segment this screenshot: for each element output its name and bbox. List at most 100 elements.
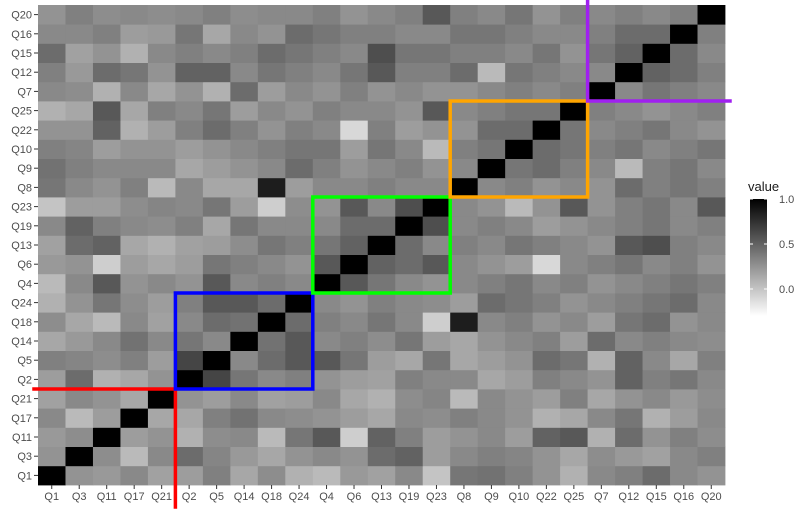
- heatmap-cell-Q11-Q19: [395, 427, 424, 447]
- heatmap-cell-Q25-Q24: [285, 101, 314, 121]
- heatmap-cell-Q13-Q23: [422, 235, 451, 255]
- heatmap-cell-Q15-Q5: [202, 43, 231, 63]
- heatmap-cell-Q10-Q24: [285, 139, 314, 159]
- heatmap-cell-Q10-Q2: [175, 139, 204, 159]
- heatmap-cell-Q23-Q9: [477, 197, 506, 217]
- heatmap-cell-Q3-Q17: [120, 446, 149, 467]
- heatmap-cell-Q23-Q3: [65, 197, 94, 217]
- heatmap-cell-Q7-Q16: [670, 81, 698, 102]
- heatmap-cell-Q9-Q20: [697, 158, 726, 179]
- heatmap-cell-Q17-Q5: [202, 408, 231, 428]
- heatmap-cell-Q6-Q23: [422, 254, 451, 275]
- heatmap-cell-Q4-Q22: [532, 273, 561, 294]
- heatmap-cell-Q20-Q18: [257, 5, 286, 25]
- heatmap-cell-Q9-Q4: [312, 158, 341, 179]
- heatmap-cell-Q14-Q14: [230, 331, 259, 351]
- heatmap-cell-Q20-Q4: [312, 5, 341, 25]
- heatmap-cell-Q24-Q10: [505, 293, 534, 313]
- heatmap-cell-Q21-Q1: [38, 389, 66, 409]
- heatmap-cell-Q14-Q9: [477, 331, 506, 351]
- heatmap-cell-Q2-Q4: [312, 369, 341, 390]
- heatmap-cell-Q15-Q6: [340, 43, 369, 63]
- heatmap-cell-Q14-Q1: [38, 331, 66, 351]
- heatmap-cell-Q24-Q15: [642, 293, 671, 313]
- heatmap-cell-Q17-Q7: [587, 408, 616, 428]
- heatmap-cell-Q17-Q1: [38, 408, 66, 428]
- heatmap-cell-Q15-Q23: [422, 43, 451, 63]
- heatmap-cell-Q15-Q17: [120, 43, 149, 63]
- heatmap-cell-Q11-Q15: [642, 427, 671, 447]
- heatmap-cell-Q14-Q2: [175, 331, 204, 351]
- heatmap-cell-Q20-Q19: [395, 5, 424, 25]
- y-tick-label-Q5: Q5: [17, 355, 32, 367]
- heatmap-cell-Q2-Q14: [230, 369, 259, 390]
- heatmap-cell-Q16-Q20: [697, 24, 726, 44]
- heatmap-cell-Q3-Q7: [587, 446, 616, 467]
- heatmap-cell-Q8-Q1: [38, 177, 66, 198]
- heatmap-cell-Q4-Q15: [642, 273, 671, 294]
- heatmap-cell-Q7-Q9: [477, 81, 506, 102]
- heatmap-cell-Q14-Q11: [92, 331, 121, 351]
- heatmap-cell-Q21-Q5: [202, 389, 231, 409]
- heatmap-cell-Q12-Q2: [175, 62, 204, 83]
- x-tick-label-Q8: Q8: [457, 491, 472, 503]
- heatmap-cell-Q15-Q2: [175, 43, 204, 63]
- heatmap-cell-Q6-Q3: [65, 254, 94, 275]
- heatmap-cell-Q21-Q25: [560, 389, 588, 409]
- heatmap-cell-Q24-Q19: [395, 293, 424, 313]
- heatmap-cell-Q11-Q7: [587, 427, 616, 447]
- heatmap-cell-Q18-Q15: [642, 312, 671, 332]
- heatmap-cell-Q3-Q24: [285, 446, 314, 467]
- heatmap-cell-Q10-Q17: [120, 139, 149, 159]
- heatmap-cell-Q25-Q23: [422, 101, 451, 121]
- y-tick-label-Q18: Q18: [11, 317, 32, 329]
- x-tick-label-Q3: Q3: [72, 491, 87, 503]
- heatmap-cell-Q7-Q1: [38, 81, 66, 102]
- heatmap-cell-Q23-Q23: [422, 197, 451, 217]
- heatmap-cell-Q24-Q20: [697, 293, 726, 313]
- heatmap-cell-Q7-Q7: [587, 81, 616, 102]
- heatmap-cell-Q13-Q15: [642, 235, 671, 255]
- y-tick-label-Q20: Q20: [11, 10, 32, 22]
- heatmap-cell-Q1-Q3: [65, 465, 94, 486]
- heatmap-cell-Q7-Q12: [615, 81, 643, 102]
- heatmap-cell-Q23-Q16: [670, 197, 698, 217]
- heatmap-cell-Q18-Q10: [505, 312, 534, 332]
- heatmap-cell-Q5-Q23: [422, 350, 451, 371]
- heatmap-cell-Q3-Q15: [642, 446, 671, 467]
- heatmap-cell-Q2-Q11: [92, 369, 121, 390]
- legend-tick-label: 0.0: [779, 284, 794, 296]
- heatmap-cell-Q8-Q16: [670, 177, 698, 198]
- heatmap-cell-Q7-Q6: [340, 81, 369, 102]
- x-tick-label-Q19: Q19: [399, 491, 420, 503]
- heatmap-cell-Q7-Q20: [697, 81, 726, 102]
- heatmap-cell-Q11-Q17: [120, 427, 149, 447]
- heatmap-cell-Q2-Q17: [120, 369, 149, 390]
- heatmap-cell-Q21-Q10: [505, 389, 534, 409]
- heatmap-cell-Q20-Q17: [120, 5, 149, 25]
- heatmap-cell-Q3-Q9: [477, 446, 506, 467]
- heatmap-cell-Q11-Q14: [230, 427, 259, 447]
- heatmap-cell-Q11-Q25: [560, 427, 588, 447]
- heatmap-cell-Q8-Q13: [367, 177, 396, 198]
- heatmap-cell-Q16-Q1: [38, 24, 66, 44]
- heatmap-cell-Q9-Q21: [147, 158, 176, 179]
- heatmap-cell-Q8-Q3: [65, 177, 94, 198]
- heatmap-cell-Q6-Q6: [340, 254, 369, 275]
- heatmap-cell-Q13-Q5: [202, 235, 231, 255]
- heatmap-cell-Q5-Q5: [202, 350, 231, 371]
- heatmap-cell-Q6-Q5: [202, 254, 231, 275]
- heatmap-cell-Q12-Q6: [340, 62, 369, 83]
- heatmap-cell-Q16-Q10: [505, 24, 534, 44]
- heatmap-cell-Q1-Q14: [230, 465, 259, 486]
- heatmap-cell-Q5-Q16: [670, 350, 698, 371]
- heatmap-cell-Q17-Q4: [312, 408, 341, 428]
- heatmap-cell-Q11-Q18: [257, 427, 286, 447]
- y-tick-label-Q13: Q13: [11, 240, 32, 252]
- heatmap-cell-Q12-Q17: [120, 62, 149, 83]
- heatmap-cell-Q21-Q13: [367, 389, 396, 409]
- heatmap-cell-Q6-Q10: [505, 254, 534, 275]
- heatmap-cell-Q9-Q16: [670, 158, 698, 179]
- heatmap-cell-Q2-Q5: [202, 369, 231, 390]
- heatmap-cell-Q4-Q19: [395, 273, 424, 294]
